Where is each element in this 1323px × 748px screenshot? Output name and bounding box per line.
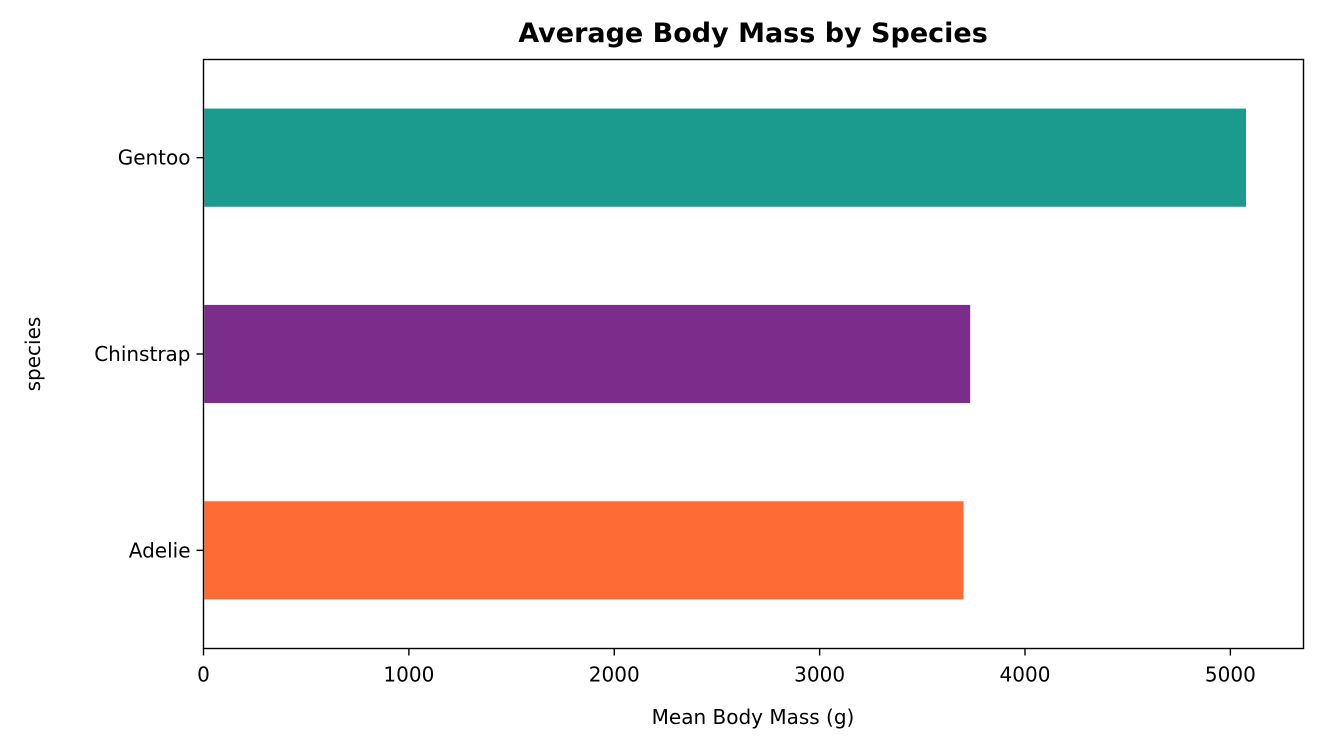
bar-adelie [204,501,964,600]
chart-title: Average Body Mass by Species [518,18,988,49]
x-ticks-group: 0 1000 2000 3000 4000 5000 [197,648,1256,687]
x-tick-label: 3000 [794,663,845,687]
x-tick-label: 0 [197,663,210,687]
y-ticks-group: Adelie Chinstrap Gentoo [94,146,204,562]
bar-chinstrap [204,304,971,404]
y-tick-label: Adelie [129,538,191,562]
y-axis-label: species [21,317,45,392]
x-tick-label: 1000 [383,663,434,687]
x-tick-label: 2000 [589,663,640,687]
x-tick-label: 4000 [1000,663,1051,687]
x-tick-label: 5000 [1205,663,1256,687]
bars-group [204,108,1246,600]
bar-gentoo [204,108,1246,207]
y-tick-label: Gentoo [118,146,191,170]
x-axis-label: Mean Body Mass (g) [652,705,855,729]
y-tick-label: Chinstrap [94,342,190,366]
